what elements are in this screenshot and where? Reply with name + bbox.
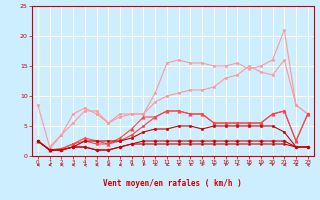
X-axis label: Vent moyen/en rafales ( km/h ): Vent moyen/en rafales ( km/h ) [103, 179, 242, 188]
